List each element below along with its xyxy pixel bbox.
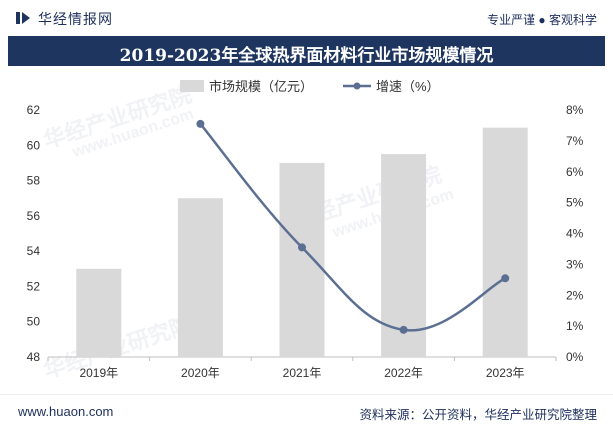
huajing-logo-icon: [16, 12, 30, 24]
growth-point-2023年: [501, 274, 510, 283]
x-tick-label: 2019年: [79, 366, 118, 380]
x-tick-label: 2021年: [283, 366, 322, 380]
y-right-tick-label: 6%: [566, 165, 584, 179]
bars: [76, 127, 528, 357]
y-axis-left: 48 50 52 54 56 58 60 62: [27, 103, 41, 364]
y-right-tick-label: 0%: [566, 350, 584, 364]
chart: 市场规模（亿元） 增速（%） 48 50 52 54 56 58 60 62 0% 1% 2% 3%…: [27, 79, 584, 380]
legend-bar-label: 市场规模（亿元）: [209, 79, 313, 94]
footer-bar: www.huaon.com 资料来源：公开资料，华经产业研究院整理: [0, 394, 613, 428]
y-right-tick-label: 8%: [566, 103, 584, 117]
growth-line: [196, 119, 510, 334]
title-bar: 2019-2023年全球热界面材料行业市场规模情况: [8, 36, 605, 66]
bar-2019年: [76, 268, 122, 357]
bar-2020年: [177, 198, 223, 357]
y-left-tick-label: 52: [27, 279, 41, 293]
x-tick-label: 2020年: [181, 366, 220, 380]
y-right-tick-label: 5%: [566, 196, 584, 210]
chart-title: 2019-2023年全球热界面材料行业市场规模情况: [119, 46, 494, 66]
x-axis: 2019年 2020年 2021年 2022年 2023年: [47, 357, 557, 380]
legend-line-label: 增速（%）: [376, 79, 440, 94]
bar-2023年: [482, 127, 528, 357]
brand-name: 华经情报网: [38, 11, 113, 27]
y-axis-right: 0% 1% 2% 3% 4% 5% 6% 7% 8%: [566, 103, 584, 364]
x-tick-label: 2022年: [384, 366, 423, 380]
bar-2022年: [381, 154, 427, 357]
y-left-tick-label: 60: [27, 138, 41, 152]
top-bar: 华经情报网 专业严谨 ● 客观科学: [0, 0, 613, 34]
y-right-tick-label: 7%: [566, 134, 584, 148]
website-link[interactable]: www.huaon.com: [18, 404, 114, 419]
y-right-tick-label: 1%: [566, 319, 584, 333]
bar-2021年: [279, 162, 325, 357]
growth-point-2022年: [399, 325, 408, 334]
growth-point-2020年: [196, 119, 205, 128]
y-right-tick-label: 2%: [566, 288, 584, 302]
y-right-tick-label: 3%: [566, 257, 584, 271]
y-left-tick-label: 56: [27, 209, 41, 223]
y-left-tick-label: 50: [27, 315, 41, 329]
growth-point-2021年: [298, 243, 306, 252]
y-left-tick-label: 48: [27, 350, 41, 364]
source-note: 资料来源：公开资料，华经产业研究院整理: [359, 408, 597, 422]
legend-line-marker: [353, 82, 361, 90]
legend: 市场规模（亿元） 增速（%）: [180, 79, 440, 94]
y-left-tick-label: 58: [27, 174, 41, 188]
growth-line-path: [199, 123, 506, 332]
y-right-tick-label: 4%: [566, 227, 584, 241]
y-left-tick-label: 62: [27, 103, 41, 117]
slogan: 专业严谨 ● 客观科学: [487, 13, 597, 27]
legend-bar-swatch: [180, 80, 204, 92]
x-tick-label: 2023年: [486, 366, 525, 380]
y-left-tick-label: 54: [27, 244, 41, 258]
